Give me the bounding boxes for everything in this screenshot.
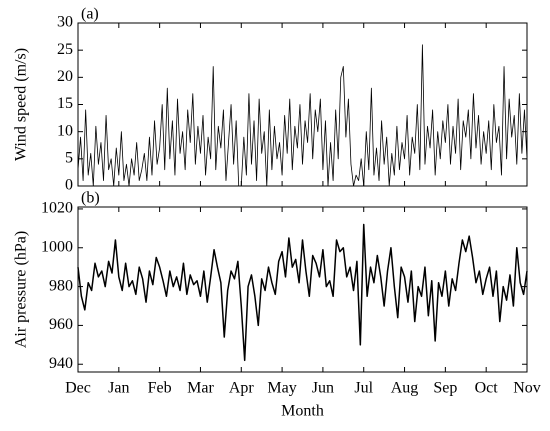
x-tick-label: Apr <box>229 380 255 397</box>
y-tick-label: 25 <box>57 41 73 58</box>
x-tick-label: Jun <box>312 380 334 397</box>
x-axis-label: Month <box>281 403 324 420</box>
y-tick-label: 1020 <box>41 200 73 217</box>
x-tick-label: Feb <box>148 380 172 397</box>
x-tick-label: Nov <box>513 380 541 397</box>
panel-label: (a) <box>81 6 99 23</box>
y-tick-label: 5 <box>65 150 73 167</box>
x-tick-label: Dec <box>65 380 91 397</box>
plot-frame <box>77 206 528 373</box>
data-line <box>77 44 528 187</box>
y-tick-label: 15 <box>57 95 73 112</box>
panel-label: (b) <box>81 190 100 207</box>
y-tick-label: 1000 <box>41 238 73 255</box>
y-axis-label: Air pressure (hPa) <box>13 231 30 348</box>
y-tick-label: 30 <box>57 14 73 31</box>
y-tick-label: 20 <box>57 68 73 85</box>
x-tick-label: Sep <box>433 380 457 397</box>
x-tick-label: Jan <box>108 380 129 397</box>
plot-frame <box>77 22 528 187</box>
y-tick-label: 980 <box>49 277 73 294</box>
x-tick-label: Oct <box>475 380 499 397</box>
x-tick-label: Mar <box>187 380 214 397</box>
data-line <box>77 223 528 362</box>
y-tick-label: 960 <box>49 316 73 333</box>
y-tick-label: 940 <box>49 355 73 372</box>
x-tick-label: Jul <box>354 380 373 397</box>
y-axis-label: Wind speed (m/s) <box>13 48 30 161</box>
y-tick-label: 10 <box>57 122 73 139</box>
x-tick-label: May <box>267 380 296 397</box>
y-tick-label: 0 <box>65 177 73 194</box>
x-tick-label: Aug <box>391 380 419 397</box>
